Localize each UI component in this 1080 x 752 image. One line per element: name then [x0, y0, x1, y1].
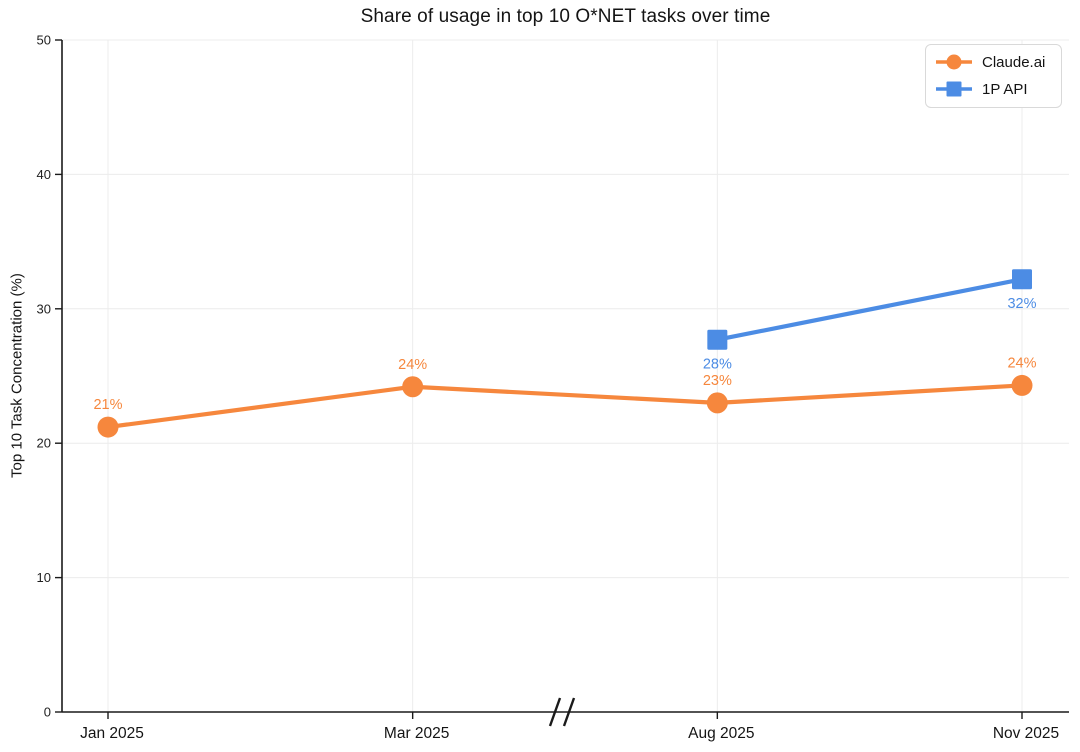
marker-claude-ai-jan-2025 [97, 416, 119, 438]
legend-marker-claude-ai [936, 54, 972, 70]
y-tick-label: 30 [37, 301, 51, 316]
marker-1p-api-nov-2025 [1012, 269, 1032, 290]
series-line-1p-api [715, 277, 1025, 342]
chart-title: Share of usage in top 10 O*NET tasks ove… [360, 6, 771, 27]
x-tick-label: Mar 2025 [384, 725, 449, 742]
marker-1p-api-aug-2025 [707, 329, 728, 350]
axis-break-slash [548, 697, 562, 727]
x-tick-label: Jan 2025 [80, 725, 144, 742]
point-label-1p-api-aug-2025: 28% [703, 357, 732, 373]
x-tick-label: Nov 2025 [993, 725, 1059, 742]
point-label-claude-ai-aug-2025: 23% [703, 373, 732, 389]
legend-entry-claude-ai: Claude.ai [934, 50, 1051, 74]
legend: Claude.ai 1P API [925, 44, 1062, 108]
y-tick-label: 0 [44, 705, 51, 720]
marker-claude-ai-nov-2025 [1011, 374, 1033, 396]
y-tick-label: 20 [37, 436, 51, 451]
y-tick-label: 40 [37, 167, 51, 182]
axis-break-slash [562, 697, 576, 727]
point-label-1p-api-nov-2025: 32% [1007, 296, 1036, 312]
point-label-claude-ai-nov-2025: 24% [1007, 355, 1036, 371]
legend-entry-1p-api: 1P API [934, 77, 1051, 101]
legend-marker-1p-api [936, 81, 972, 97]
y-tick-label: 50 [37, 33, 51, 48]
legend-label-1p-api: 1P API [982, 80, 1028, 98]
x-tick-label: Aug 2025 [688, 725, 754, 742]
legend-label-claude-ai: Claude.ai [982, 53, 1046, 71]
y-tick-label: 10 [37, 570, 51, 585]
marker-claude-ai-mar-2025 [402, 376, 424, 398]
point-label-claude-ai-mar-2025: 24% [398, 357, 427, 373]
series-line-claude-ai [105, 383, 1025, 430]
marker-claude-ai-aug-2025 [706, 392, 728, 414]
point-label-claude-ai-jan-2025: 21% [93, 397, 122, 413]
